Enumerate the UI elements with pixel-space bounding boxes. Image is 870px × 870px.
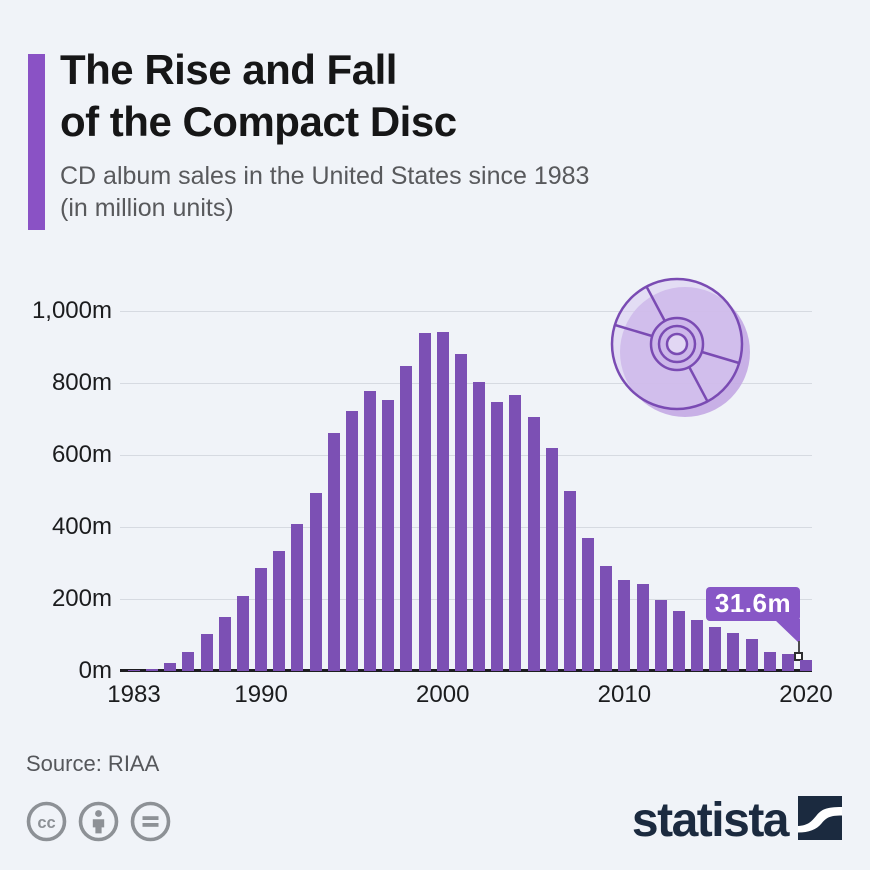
- x-axis-label-2020: 2020: [779, 681, 833, 708]
- bar-1993: [309, 493, 322, 671]
- y-axis-label-1,000m: 1,000m: [31, 297, 112, 324]
- cc-icon: cc: [26, 801, 67, 847]
- cc-nd-icon: [130, 801, 171, 847]
- bar-2019: [781, 654, 794, 671]
- bar-1991: [273, 551, 286, 671]
- bar-2016: [727, 633, 740, 671]
- bar-1994: [327, 433, 340, 671]
- bar-2009: [600, 566, 613, 671]
- bar-2012: [654, 600, 667, 671]
- bar-2001: [454, 354, 467, 671]
- bar-1996: [364, 391, 377, 671]
- compact-disc-icon: [605, 272, 765, 432]
- page-title: The Rise and Fall of the Compact Disc: [60, 46, 457, 145]
- bar-1989: [236, 596, 249, 671]
- y-axis-label-400m: 400m: [51, 513, 112, 540]
- bar-2011: [636, 584, 649, 671]
- bar-1997: [382, 400, 395, 671]
- statista-logo-mark: [798, 796, 842, 845]
- y-axis-label-0m: 0m: [78, 657, 112, 684]
- bar-1983: [128, 670, 140, 671]
- bar-1987: [200, 634, 213, 671]
- value-callout: 31.6m: [706, 587, 800, 621]
- bar-1992: [291, 524, 304, 671]
- bar-2020: [800, 660, 812, 671]
- x-axis-label-2000: 2000: [416, 681, 470, 708]
- header-accent-bar: [28, 54, 45, 230]
- statista-wordmark: statista: [631, 793, 790, 847]
- bar-2006: [545, 448, 558, 671]
- bar-1998: [400, 366, 413, 671]
- svg-text:cc: cc: [37, 814, 55, 832]
- bar-2014: [691, 620, 704, 671]
- bar-1985: [164, 663, 177, 671]
- cc-by-icon: [78, 801, 119, 847]
- y-axis-label-800m: 800m: [51, 369, 112, 396]
- y-axis-label-600m: 600m: [51, 441, 112, 468]
- page-subtitle: CD album sales in the United States sinc…: [60, 162, 590, 222]
- statista-logo: statista: [632, 796, 842, 845]
- bar-2007: [563, 491, 576, 671]
- bar-2017: [745, 639, 758, 671]
- bar-2008: [582, 538, 595, 671]
- bar-1988: [218, 617, 231, 671]
- callout-leader-line: [798, 641, 800, 654]
- source-label: Source: RIAA: [26, 751, 160, 776]
- bar-2010: [618, 580, 631, 671]
- bar-2003: [491, 402, 504, 671]
- x-axis-label-1983: 1983: [107, 681, 161, 708]
- bar-1984: [146, 669, 159, 671]
- bar-2018: [763, 652, 776, 671]
- bar-1995: [345, 411, 358, 671]
- y-axis-label-200m: 200m: [51, 585, 112, 612]
- data-point-marker: [794, 652, 803, 661]
- bar-2015: [709, 627, 722, 671]
- bar-1999: [418, 333, 431, 671]
- x-axis-label-2010: 2010: [597, 681, 652, 708]
- bar-2004: [509, 395, 522, 671]
- cc-license-icons: cc: [26, 801, 171, 847]
- bar-2013: [672, 611, 685, 671]
- gridline-1,000m: [120, 311, 812, 312]
- bar-2005: [527, 417, 540, 671]
- bar-2000: [436, 332, 449, 671]
- bar-1990: [255, 568, 268, 671]
- bar-1986: [182, 652, 195, 671]
- x-axis-label-1990: 1990: [234, 681, 288, 708]
- callout-pointer: [774, 619, 800, 644]
- bar-2002: [473, 382, 486, 671]
